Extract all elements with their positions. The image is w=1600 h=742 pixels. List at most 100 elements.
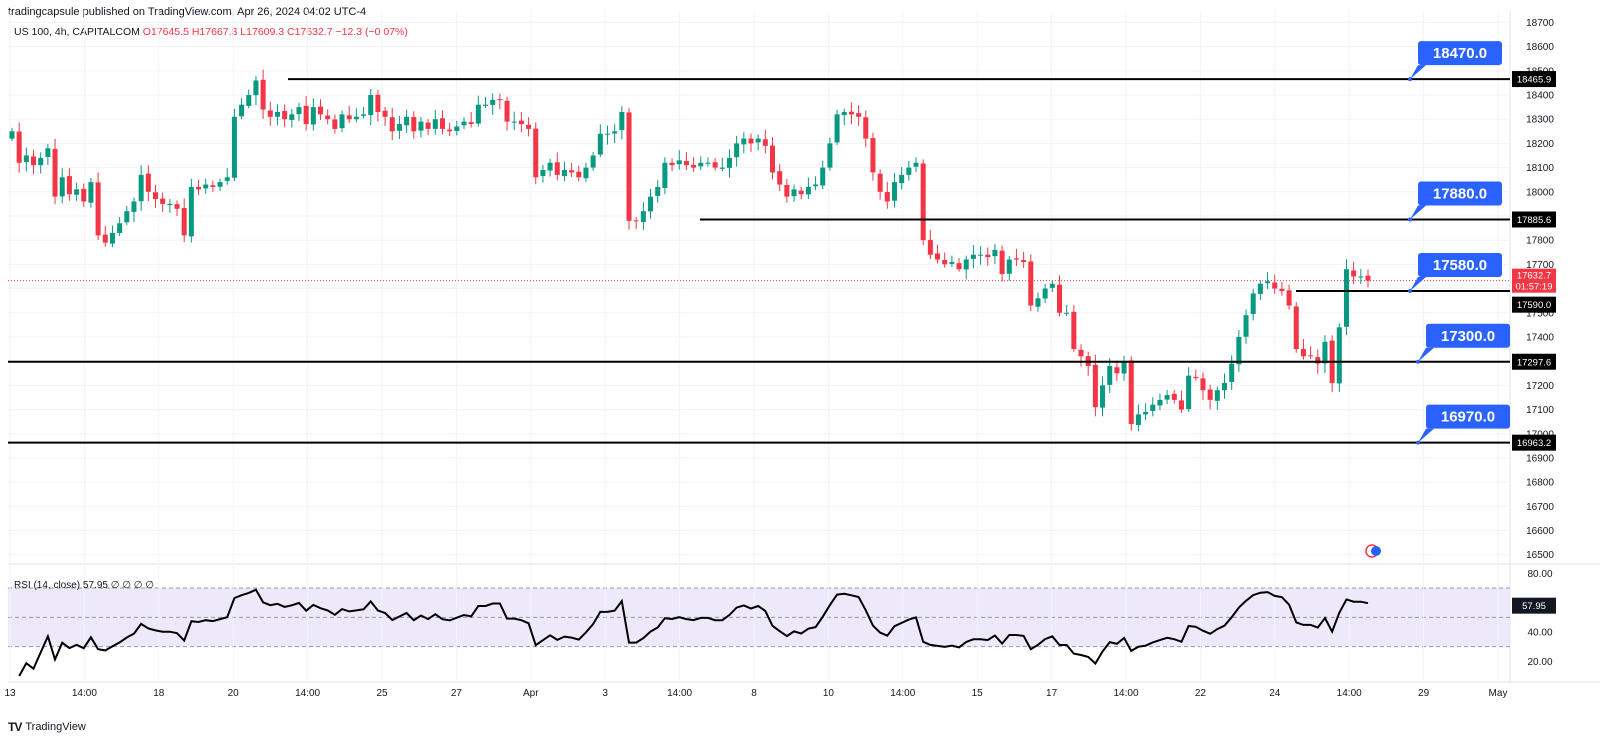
candle <box>1121 355 1127 381</box>
candle <box>698 156 704 171</box>
candle <box>267 101 273 126</box>
candle <box>1229 355 1235 390</box>
candle <box>1171 389 1177 404</box>
candle-body <box>755 138 761 143</box>
candle-body <box>540 170 546 177</box>
candle-body <box>38 157 44 166</box>
candle <box>124 206 130 225</box>
candle <box>963 255 969 280</box>
callout-anchor-dot <box>1408 289 1412 293</box>
candle <box>612 124 618 144</box>
time-tick-label: 14:00 <box>295 688 320 699</box>
rsi-tick-label: 80.00 <box>1527 569 1552 580</box>
price-tick-label: 17700 <box>1526 260 1554 271</box>
candle-body <box>396 124 402 131</box>
candle <box>827 137 833 171</box>
price-tick-label: 16800 <box>1526 478 1554 489</box>
candle <box>769 137 776 180</box>
candle-body <box>1028 261 1034 306</box>
candle-body <box>1035 298 1041 307</box>
candle-body <box>626 112 632 221</box>
candle-body <box>1236 336 1242 365</box>
callout-anchor-dot <box>1408 77 1412 82</box>
candle <box>712 158 718 171</box>
candle <box>705 157 711 167</box>
price-tick-label: 18000 <box>1526 187 1554 198</box>
candle <box>1150 397 1156 417</box>
candle <box>734 135 740 167</box>
candle <box>604 125 611 145</box>
candle <box>325 109 331 125</box>
candle <box>526 117 532 137</box>
candle-body <box>425 122 431 129</box>
candle-body <box>992 249 998 257</box>
candle-body <box>475 104 481 124</box>
rsi-line <box>18 588 1369 677</box>
candle <box>31 149 37 175</box>
candle-body <box>483 104 489 106</box>
candle-body <box>863 117 869 139</box>
candle <box>59 168 65 204</box>
candle-body <box>970 254 976 259</box>
candle <box>461 117 467 130</box>
price-tick-label: 18300 <box>1526 115 1554 126</box>
candle-body <box>1078 349 1084 357</box>
candle-body <box>676 160 682 165</box>
rsi-legend[interactable]: RSI (14, close) 57.95 ∅ ∅ ∅ ∅ <box>14 580 154 591</box>
callout-pointer <box>1418 428 1434 443</box>
candle <box>992 243 998 265</box>
time-tick-label: 18 <box>153 688 165 699</box>
candle-body <box>145 173 151 192</box>
candle-body <box>726 157 732 168</box>
candle-body <box>1143 411 1149 415</box>
candle <box>468 111 474 128</box>
candle <box>188 178 194 243</box>
candle <box>361 107 367 119</box>
ohlc-change: −12.3 (−0.07%) <box>335 26 408 38</box>
candle <box>884 181 890 209</box>
candle <box>985 247 991 266</box>
callout-anchor-dot <box>1408 217 1412 222</box>
candle-body <box>52 148 58 197</box>
event-flag-inner <box>1371 546 1381 556</box>
time-tick-label: 29 <box>1418 688 1430 699</box>
candle <box>109 225 115 248</box>
candle-body <box>669 162 675 166</box>
symbol-name[interactable]: US 100, 4h, CAPITALCOM <box>14 26 140 38</box>
candle-body <box>174 204 180 209</box>
candle-body <box>1229 363 1235 382</box>
candle <box>1250 288 1256 321</box>
candle <box>1322 335 1328 374</box>
candle <box>1035 292 1041 312</box>
callout-anchor-dot <box>1416 440 1420 445</box>
candle-body <box>504 100 510 122</box>
candle <box>1164 389 1170 404</box>
candle <box>1107 358 1113 394</box>
candle <box>303 95 309 131</box>
candle-body <box>296 107 302 115</box>
level-price-tag <box>1512 71 1556 88</box>
candle-body <box>332 119 338 129</box>
candle <box>956 258 962 272</box>
candle-body <box>31 156 37 166</box>
rsi-title: RSI (14, close) <box>14 580 81 591</box>
candle <box>813 176 819 191</box>
candle-body <box>1358 276 1364 278</box>
candle-body <box>1114 367 1120 374</box>
candle-body <box>1100 385 1106 408</box>
candle-body <box>526 124 532 129</box>
candle-body <box>942 260 948 265</box>
candle-body <box>1186 375 1192 410</box>
candle <box>432 110 438 135</box>
candle-body <box>1157 399 1163 406</box>
candle <box>167 199 173 213</box>
candle <box>1128 356 1134 431</box>
level-callout <box>1426 323 1510 348</box>
candle <box>181 198 187 243</box>
callout-pointer <box>1410 205 1426 220</box>
tradingview-brand: TradingView <box>25 721 86 733</box>
candle <box>454 120 460 136</box>
price-tick-label: 18200 <box>1526 139 1554 150</box>
level-price-tag <box>1512 296 1556 313</box>
